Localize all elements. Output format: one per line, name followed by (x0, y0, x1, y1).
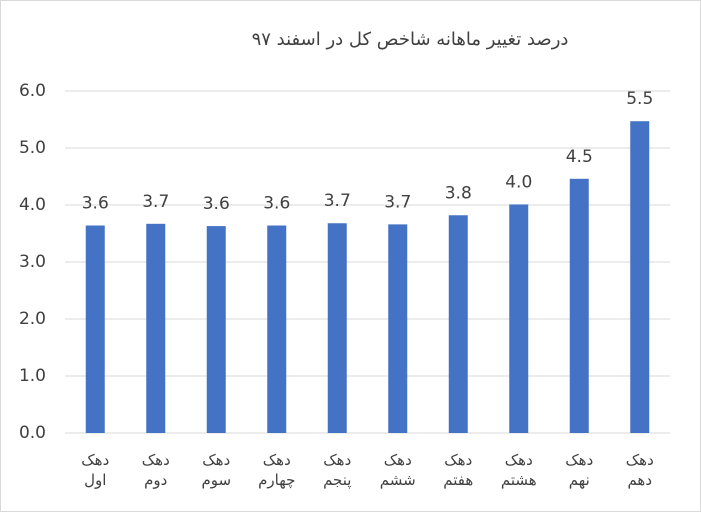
y-tick-label: 1.0 (19, 366, 46, 386)
x-tick-label: دهک هشتم (500, 451, 537, 489)
bar (509, 204, 529, 433)
x-tick-label: دهک دوم (141, 451, 170, 489)
bar (146, 223, 166, 433)
y-tick-label: 3.0 (19, 252, 46, 272)
bar (569, 178, 589, 433)
x-tick-label: دهک پنجم (323, 451, 352, 489)
bar (206, 226, 226, 433)
x-tick-label: دهک ششم (379, 451, 416, 489)
bar (388, 224, 408, 433)
data-label: 3.7 (142, 192, 169, 212)
data-label: 5.5 (626, 89, 653, 109)
data-label: 3.6 (203, 194, 230, 214)
x-tick-label: دهک هفتم (443, 451, 474, 489)
bar (327, 223, 347, 433)
data-label: 3.7 (324, 191, 351, 211)
x-tick-label: دهک نهم (565, 451, 594, 489)
x-tick-label: دهک اول (81, 451, 110, 489)
bar (267, 225, 287, 433)
x-tick-label: دهک سوم (201, 451, 232, 489)
bar (630, 121, 650, 434)
data-label: 3.6 (263, 194, 290, 214)
data-label: 4.0 (505, 172, 532, 192)
y-tick-label: 4.0 (19, 195, 46, 215)
y-tick-label: 6.0 (19, 81, 46, 101)
data-label: 3.8 (445, 183, 472, 203)
y-tick-label: 0.0 (19, 423, 46, 443)
y-tick-label: 2.0 (19, 309, 46, 329)
data-label: 3.6 (82, 194, 109, 214)
bar (448, 215, 468, 433)
chart-title: درصد تغییر ماهانه شاخص کل در اسفند ۹۷ (252, 29, 569, 50)
data-label: 4.5 (566, 147, 593, 167)
x-tick-label: دهک چهارم (258, 451, 296, 489)
x-tick-label: دهک دهم (625, 451, 654, 489)
data-label: 3.7 (384, 192, 411, 212)
y-tick-label: 5.0 (19, 138, 46, 158)
bar (85, 225, 105, 433)
